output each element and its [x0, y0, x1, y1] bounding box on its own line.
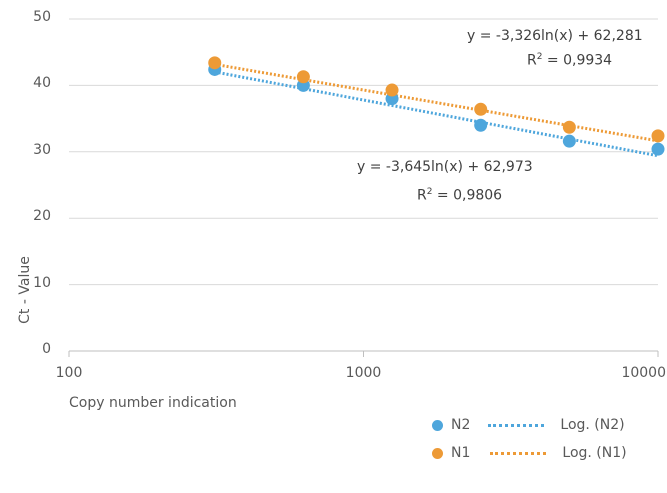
trendlines — [214, 62, 659, 158]
y-axis-label: Ct - Value — [17, 256, 33, 324]
n2-trend-r2: R2 = 0,9806 — [417, 187, 503, 204]
legend-trend-marker-n2 — [488, 423, 545, 427]
gridlines — [69, 18, 658, 286]
legend-marker-n2 — [432, 419, 443, 431]
legend-trend-label-n2: Log. (N2) — [560, 417, 625, 433]
y-tick-label: 20 — [33, 208, 51, 225]
data-point-n1 — [296, 70, 310, 84]
n1-r2-value: = 0,9934 — [542, 52, 613, 69]
data-point-n1 — [651, 129, 665, 143]
trendline-n2 — [214, 70, 659, 158]
legend-marker-n1 — [432, 447, 443, 459]
n2-r2-prefix: R — [417, 187, 427, 204]
legend-row-n2: N2 Log. (N2) — [432, 417, 625, 433]
x-tick-label: 1000 — [345, 365, 382, 381]
data-point-n1 — [208, 56, 222, 70]
n1-trend-r2: R2 = 0,9934 — [527, 52, 613, 69]
data-points — [208, 56, 665, 156]
data-point-n2 — [651, 142, 665, 156]
y-tick-label: 50 — [33, 9, 51, 25]
axes — [68, 350, 659, 357]
y-tick-label: 10 — [33, 274, 51, 291]
x-tick-label: 100 — [55, 365, 83, 381]
data-point-n1 — [385, 83, 399, 97]
trendline-n1 — [214, 62, 659, 143]
legend-label-n2: N2 — [451, 417, 471, 433]
legend-label-n1: N1 — [451, 445, 471, 461]
legend-trend-marker-n1 — [490, 451, 547, 455]
data-point-n2 — [474, 118, 488, 132]
data-point-n1 — [474, 102, 488, 116]
n1-r2-prefix: R — [527, 52, 537, 69]
n2-r2-value: = 0,9806 — [432, 187, 503, 204]
x-tick-label: 10000 — [621, 365, 666, 381]
legend-row-n1: N1 Log. (N1) — [432, 445, 627, 461]
y-tick-label: 0 — [42, 341, 51, 357]
data-point-n2 — [562, 134, 576, 148]
n1-trend-equation: y = -3,326ln(x) + 62,281 — [467, 28, 643, 44]
y-tick-label: 40 — [33, 75, 51, 92]
y-tick-label: 30 — [33, 141, 51, 158]
n2-trend-equation: y = -3,645ln(x) + 62,973 — [357, 159, 533, 175]
legend-trend-label-n1: Log. (N1) — [562, 445, 627, 461]
x-axis-label: Copy number indication — [69, 395, 237, 411]
data-point-n1 — [562, 120, 576, 134]
